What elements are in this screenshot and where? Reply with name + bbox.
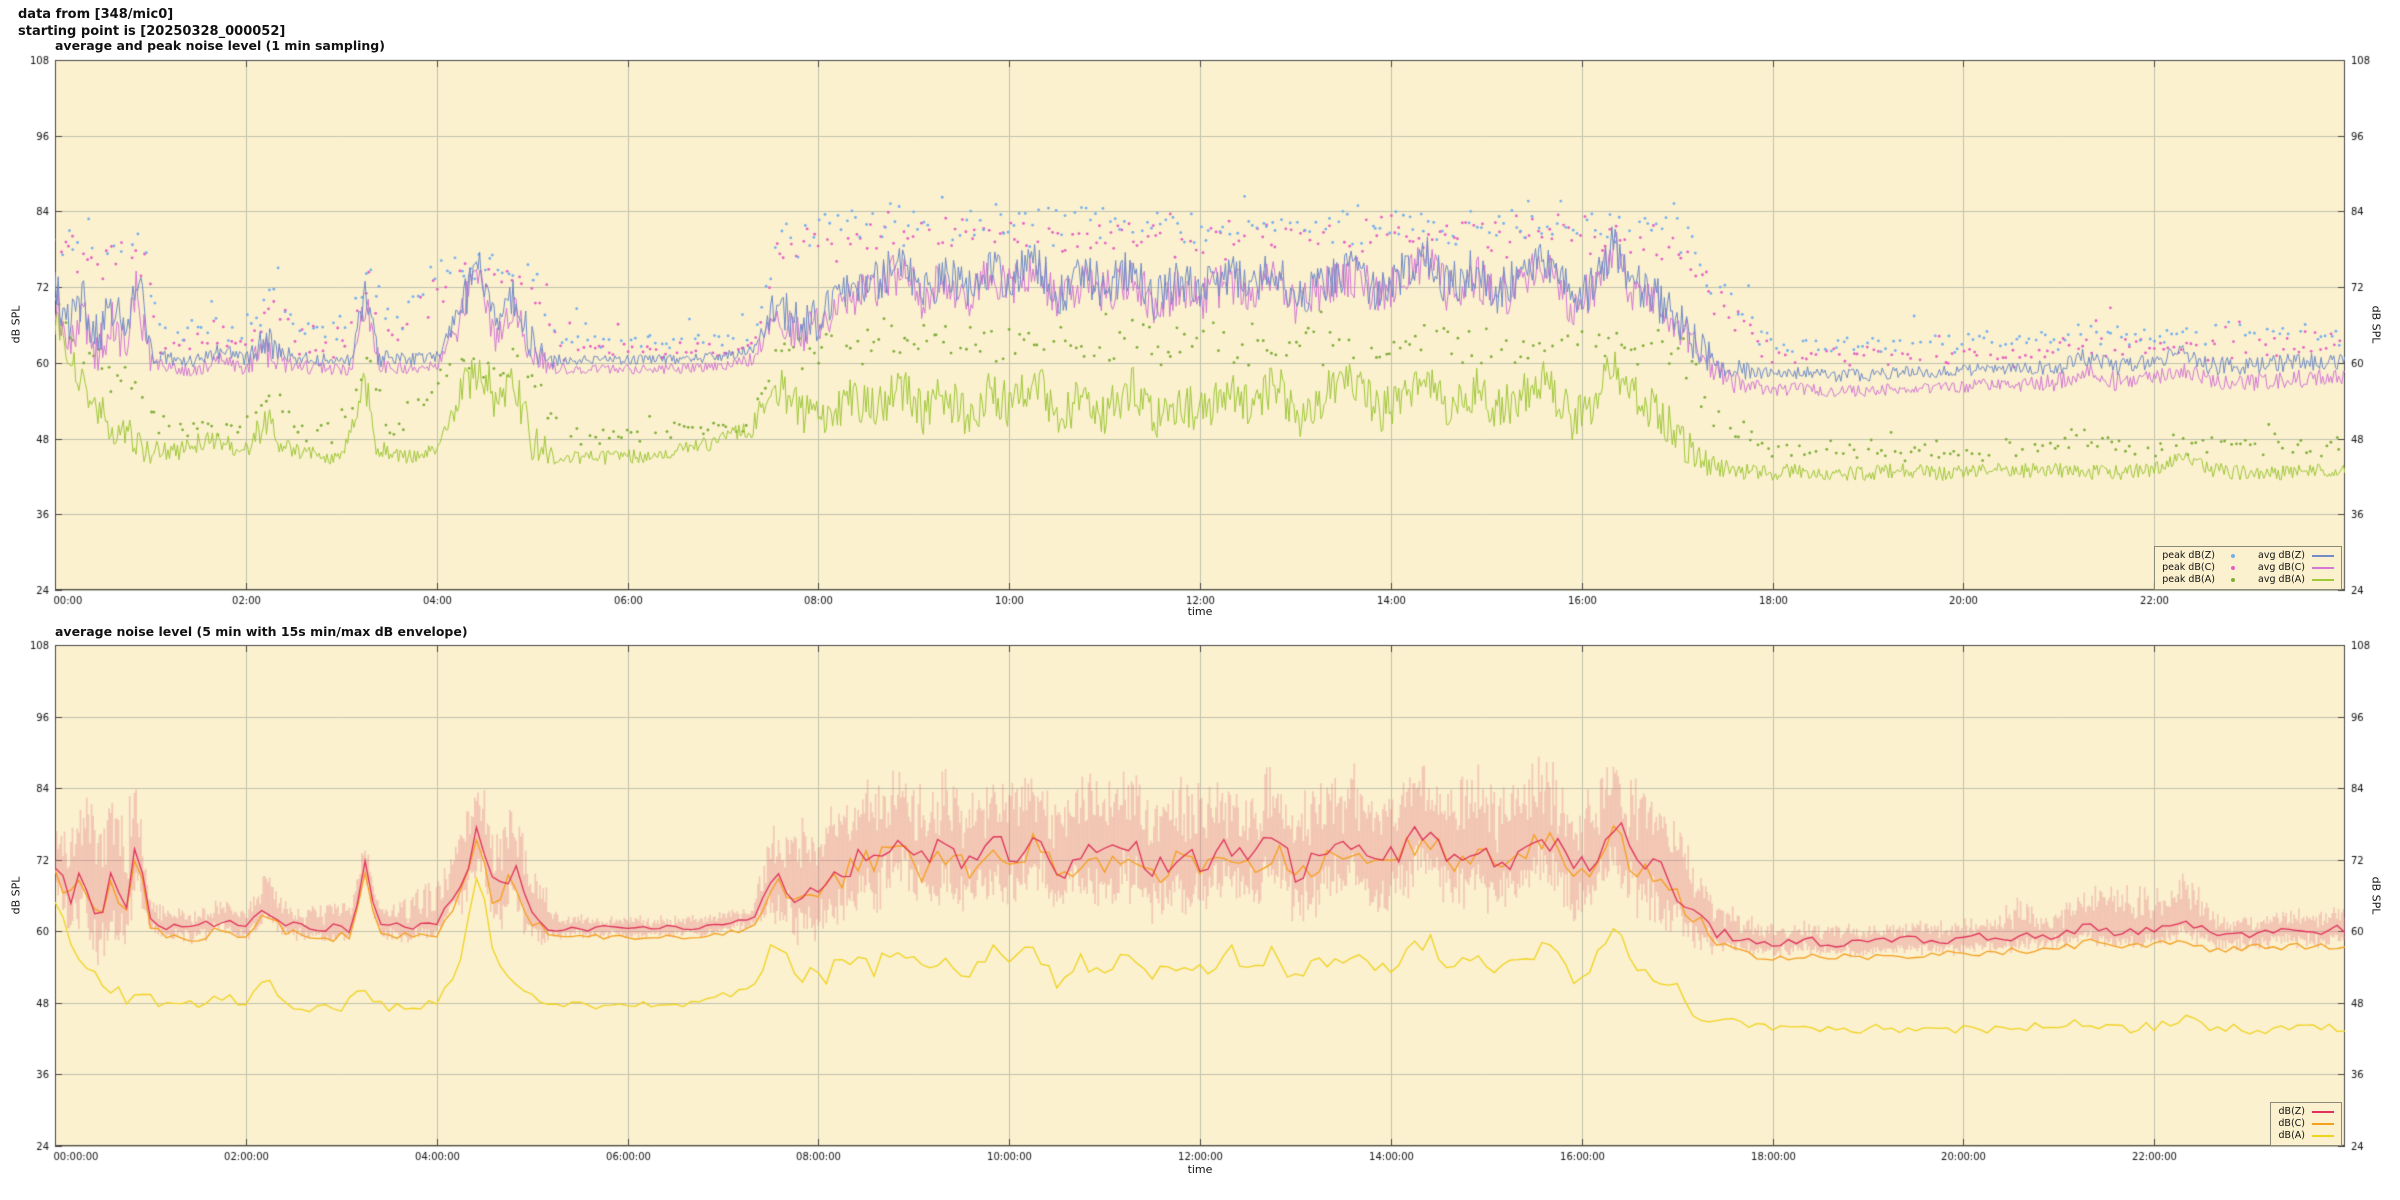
legend-entry: peak dB(A)	[2162, 574, 2244, 586]
top-chart-xlabel: time	[1187, 605, 1213, 618]
bottom-chart-canvas	[0, 612, 2400, 1200]
legend-entry: dB(A)	[2278, 1130, 2334, 1142]
bottom-chart-xlabel: time	[1187, 1163, 1213, 1176]
legend-entry: dB(C)	[2278, 1118, 2334, 1130]
legend-entry: avg dB(Z)	[2258, 550, 2334, 562]
header: data from [348/mic0] starting point is […	[18, 6, 285, 40]
legend-swatch-line	[2312, 579, 2334, 581]
bottom-chart-title: average noise level (5 min with 15s min/…	[55, 624, 468, 639]
legend-label: peak dB(Z)	[2162, 550, 2215, 561]
legend-swatch-line	[2312, 567, 2334, 569]
top-chart-ylabel-right: dB SPL	[2369, 305, 2383, 344]
legend-label: avg dB(A)	[2258, 574, 2305, 585]
legend-entry: peak dB(C)	[2162, 562, 2244, 574]
legend-entry: dB(Z)	[2278, 1106, 2334, 1118]
legend-swatch-line	[2312, 1123, 2334, 1125]
legend-swatch-dot	[2230, 566, 2235, 570]
bottom-chart-legend: dB(Z) dB(C) dB(A)	[2270, 1102, 2342, 1146]
legend-swatch-line	[2312, 1135, 2334, 1137]
top-chart-title: average and peak noise level (1 min samp…	[55, 38, 385, 53]
legend-swatch-line	[2312, 555, 2334, 557]
legend-column: peak dB(Z) peak dB(C) peak dB(A)	[2162, 550, 2244, 586]
legend-label: peak dB(A)	[2162, 574, 2215, 585]
top-chart-ylabel-left: dB SPL	[9, 305, 23, 344]
legend-label: peak dB(C)	[2162, 562, 2215, 573]
header-line-1: data from [348/mic0]	[18, 7, 174, 22]
legend-label: dB(Z)	[2278, 1106, 2305, 1117]
legend-entry: avg dB(C)	[2258, 562, 2334, 574]
legend-label: dB(C)	[2278, 1118, 2305, 1129]
legend-column: dB(Z) dB(C) dB(A)	[2278, 1106, 2334, 1142]
legend-label: avg dB(Z)	[2258, 550, 2305, 561]
header-line-2: starting point is [20250328_000052]	[18, 24, 286, 39]
legend-swatch-dot	[2230, 554, 2235, 558]
legend-label: avg dB(C)	[2257, 562, 2305, 573]
bottom-chart-ylabel-right: dB SPL	[2369, 876, 2383, 915]
legend-swatch-dot	[2230, 578, 2235, 582]
legend-entry: peak dB(Z)	[2162, 550, 2244, 562]
legend-swatch-line	[2312, 1111, 2334, 1113]
legend-column: avg dB(Z) avg dB(C) avg dB(A)	[2258, 550, 2334, 586]
top-chart-legend: peak dB(Z) peak dB(C) peak dB(A) avg dB(Z) a…	[2154, 546, 2342, 590]
top-chart-canvas	[0, 0, 2400, 612]
legend-entry: avg dB(A)	[2258, 574, 2334, 586]
bottom-chart-ylabel-left: dB SPL	[9, 876, 23, 915]
legend-label: dB(A)	[2278, 1130, 2305, 1141]
